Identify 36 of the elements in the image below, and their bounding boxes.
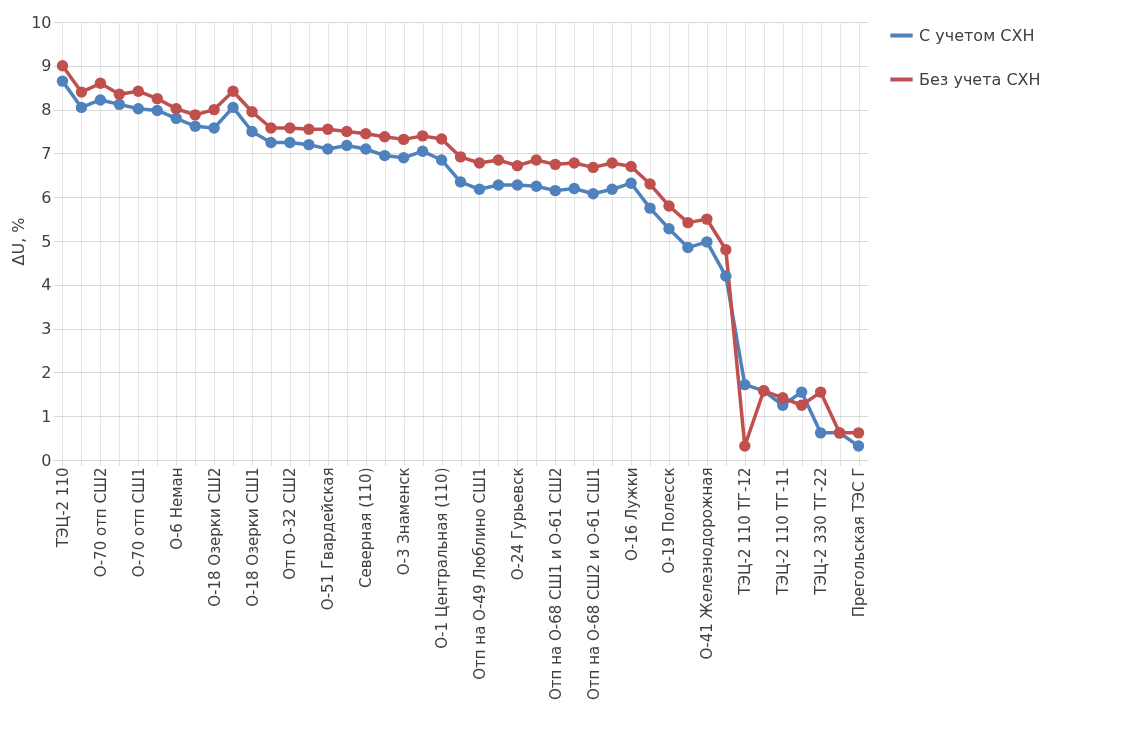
y-tick-label: 3: [41, 319, 52, 339]
x-tick-label: Отп на О-49 Люблино СШ1: [470, 467, 489, 680]
x-tick-label: О-1 Центральная (110): [433, 467, 452, 649]
x-tick-label: Отп на О-68 СШ1 и О-61 СШ2: [546, 467, 565, 700]
y-tick-label: 2: [41, 362, 52, 382]
x-tick-label: Северная (110): [357, 467, 376, 588]
x-tick-label: О-18 Озерки СШ2: [205, 467, 224, 607]
x-tick-label: О-6 Неман: [167, 467, 186, 550]
x-tick-label: О-18 Озерки СШ1: [243, 467, 262, 607]
y-tick-label: 4: [41, 275, 52, 295]
x-tick-label: О-51 Гвардейская: [319, 467, 338, 611]
x-tick-label: О-70 отп СШ1: [129, 467, 148, 578]
y-tick-label: 1: [41, 406, 52, 426]
x-tick-label: ТЭЦ-2 110 ТГ-11: [774, 467, 793, 596]
y-tick-label: 0: [41, 450, 52, 470]
y-tick-label: 6: [41, 187, 52, 207]
y-tick-label: 7: [41, 143, 52, 163]
x-tick-label: ТЭЦ-2 110 ТГ-12: [736, 467, 755, 596]
x-tick-label: Отп О-32 СШ2: [281, 467, 300, 580]
x-tick-label: О-19 Полесск: [660, 467, 679, 574]
x-tick-label: Прегольская ТЭС Г: [850, 467, 869, 618]
x-tick-label: О-24 Гурьевск: [508, 467, 527, 581]
x-tick-label: О-41 Железнодорожная: [698, 467, 717, 660]
legend-label: С учетом СХН: [919, 25, 1035, 45]
x-tick-label: ТЭЦ-2 110: [53, 467, 72, 549]
x-tick-label: ТЭЦ-2 330 ТГ-22: [812, 467, 831, 596]
legend-label: Без учета СХН: [919, 69, 1041, 89]
x-tick-label: О-16 Лужки: [622, 467, 641, 562]
y-tick-label: 9: [41, 56, 52, 76]
y-tick-label: 5: [41, 231, 52, 251]
x-tick-label: Отп на О-68 СШ2 и О-61 СШ1: [584, 467, 603, 700]
y-axis-title: ΔU, %: [9, 217, 29, 266]
y-tick-label: 8: [41, 100, 52, 120]
x-tick-label: О-70 отп СШ2: [91, 467, 110, 578]
y-tick-label: 10: [31, 12, 52, 32]
x-tick-label: О-3 Знаменск: [395, 467, 414, 576]
